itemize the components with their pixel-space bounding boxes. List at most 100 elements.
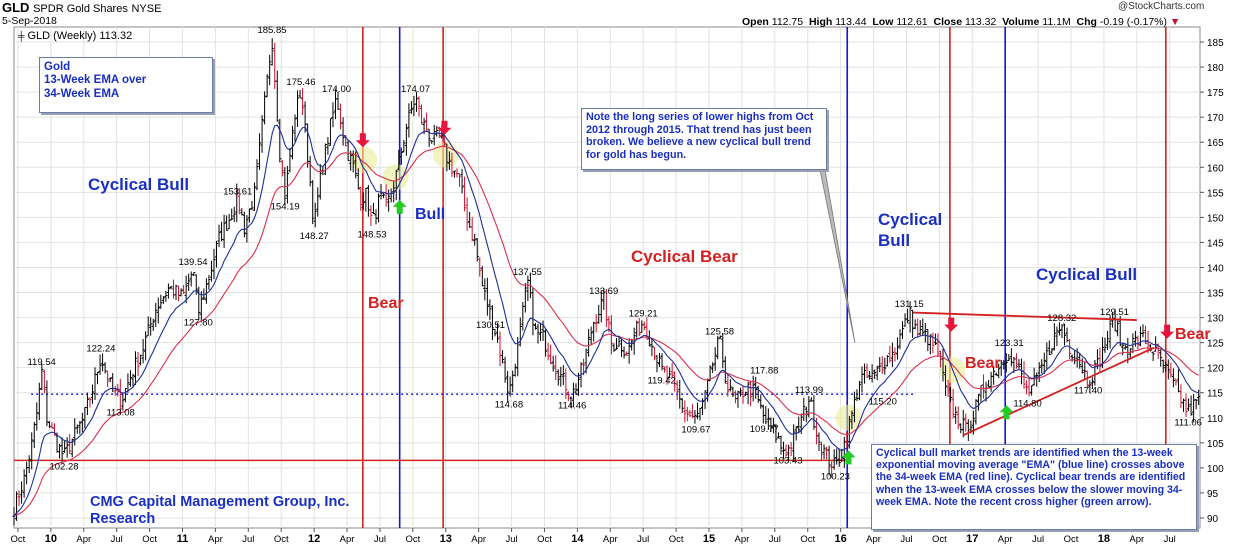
- ema-cross-marker: [432, 141, 459, 168]
- x-tick-label: Oct: [932, 534, 947, 545]
- x-tick-label: Apr: [76, 534, 91, 545]
- cmg-credit-line-2: Research: [90, 511, 156, 527]
- x-tick-label: Oct: [537, 534, 552, 545]
- y-tick-label: 165: [1207, 138, 1224, 149]
- high-label: High: [808, 16, 833, 28]
- price-label: 174.00: [322, 84, 351, 95]
- price-label: 113.08: [106, 407, 134, 418]
- x-tick-label: Jul: [637, 534, 649, 545]
- down-arrow-icon: [1160, 324, 1175, 339]
- x-tick-label: Jul: [374, 534, 386, 545]
- price-label: 103.43: [773, 456, 802, 467]
- price-bars: [12, 38, 1201, 526]
- price-label: 137.55: [513, 267, 542, 278]
- close-label: Close: [933, 16, 963, 28]
- volume-value: 11.1M: [1042, 16, 1071, 28]
- ema13-line: [13, 124, 1199, 517]
- cyclical-bull-label-1: Cyclical Bull: [88, 175, 190, 194]
- down-arrow-icon: [944, 317, 959, 332]
- y-tick-label: 105: [1207, 439, 1224, 450]
- open-label: Open: [742, 16, 769, 28]
- x-tick-label: 17: [966, 533, 978, 545]
- x-tick-label: Jul: [1032, 534, 1044, 545]
- price-label: 128.32: [1047, 313, 1076, 324]
- low-value: 112.61: [896, 16, 928, 28]
- high-value: 113.44: [835, 16, 867, 28]
- y-tick-label: 110: [1207, 414, 1223, 425]
- lower-highs-note-box: Note the long series of lower highs from…: [581, 108, 827, 170]
- x-tick-label: 16: [835, 533, 847, 545]
- downtrend-line: [913, 311, 1137, 321]
- header-title: GLD SPDR Gold Shares NYSE: [2, 0, 161, 15]
- price-label: 133.69: [589, 286, 618, 297]
- price-label: 114.80: [1013, 399, 1041, 410]
- x-tick-label: Jul: [769, 534, 781, 545]
- open-value: 112.75: [771, 16, 804, 28]
- x-tick-label: 13: [440, 533, 452, 545]
- price-label: 109.77: [750, 424, 779, 435]
- price-label: 123.31: [995, 338, 1024, 349]
- y-tick-label: 135: [1207, 289, 1224, 300]
- method-note-box: Cyclical bull market trends are identifi…: [871, 444, 1197, 530]
- price-label: 154.19: [271, 201, 300, 212]
- price-label: 139.54: [178, 257, 207, 268]
- y-tick-label: 130: [1207, 314, 1224, 325]
- up-arrow-icon: [392, 199, 407, 214]
- ema-cross-marker: [382, 164, 409, 191]
- peak-labels: 119.54 102.28 122.24 113.08 139.54 127.80 153.…: [27, 25, 1202, 483]
- x-tick-label: 15: [703, 533, 715, 545]
- x-tick-label: 14: [571, 533, 584, 545]
- x-tick-label: 12: [308, 533, 320, 545]
- price-label: 114.68: [495, 399, 523, 410]
- lower-highs-note: Note the long series of lower highs from…: [586, 111, 814, 161]
- close-value: 113.32: [965, 16, 997, 28]
- down-arrow-icon: [437, 120, 452, 135]
- x-tick-label: Apr: [340, 534, 355, 545]
- y-tick-label: 120: [1207, 364, 1224, 375]
- x-tick-label: 11: [177, 533, 189, 545]
- method-note: Cyclical bull market trends are identifi…: [876, 447, 1186, 508]
- legend: ╪ GLD (Weekly) 113.32: [18, 30, 132, 42]
- x-tick-label: Jul: [1164, 534, 1176, 545]
- y-tick-label: 125: [1207, 339, 1224, 350]
- y-tick-label: 145: [1207, 238, 1224, 249]
- y-tick-label: 170: [1207, 113, 1224, 124]
- ema-note-box: Gold 13-Week EMA over 34-Week EMA: [39, 57, 213, 113]
- x-tick-label: Oct: [800, 534, 815, 545]
- cmg-credit-line-1: CMG Capital Management Group, Inc.: [90, 494, 350, 510]
- x-tick-label: Oct: [274, 534, 289, 545]
- ema-note-line-2: 13-Week EMA over: [44, 74, 147, 87]
- x-tick-label: Apr: [471, 534, 486, 545]
- y-tick-label: 160: [1207, 163, 1224, 174]
- chart-date: 5-Sep-2018: [2, 15, 57, 27]
- reference-lines: [14, 393, 914, 462]
- price-label: 114.46: [558, 400, 586, 411]
- price-label: 119.42: [647, 376, 675, 387]
- price-label: 113.99: [795, 385, 823, 396]
- up-arrow-icon: [999, 405, 1014, 420]
- trend-lines: [817, 159, 1155, 437]
- legend-text: GLD (Weekly) 113.32: [27, 30, 133, 42]
- price-label: 127.80: [184, 318, 213, 329]
- bear-label-1: Bear: [368, 295, 404, 312]
- symbol: GLD: [2, 0, 30, 15]
- x-tick-label: Oct: [11, 534, 26, 545]
- price-label: 148.27: [300, 231, 329, 242]
- price-label: 119.54: [27, 357, 55, 368]
- volume-label: Volume: [1002, 16, 1040, 28]
- y-tick-label: 100: [1207, 464, 1224, 475]
- price-label: 117.40: [1074, 386, 1102, 397]
- x-tick-label: Oct: [405, 534, 420, 545]
- chg-label: Chg: [1076, 16, 1097, 28]
- down-arrow-icon: [355, 133, 370, 148]
- y-tick-label: 185: [1207, 38, 1224, 49]
- cyclical-bull-label-3: Cyclical Bull: [1036, 265, 1138, 284]
- cyclical-bear-label: Cyclical Bear: [631, 247, 738, 266]
- price-label: 185.85: [257, 25, 286, 36]
- x-tick-label: Apr: [603, 534, 618, 545]
- price-label: 130.51: [476, 320, 505, 331]
- x-tick-label: 10: [45, 533, 57, 545]
- ema-cross-marker: [835, 404, 862, 431]
- price-label: 111.06: [1174, 417, 1202, 428]
- x-tick-label: Apr: [866, 534, 881, 545]
